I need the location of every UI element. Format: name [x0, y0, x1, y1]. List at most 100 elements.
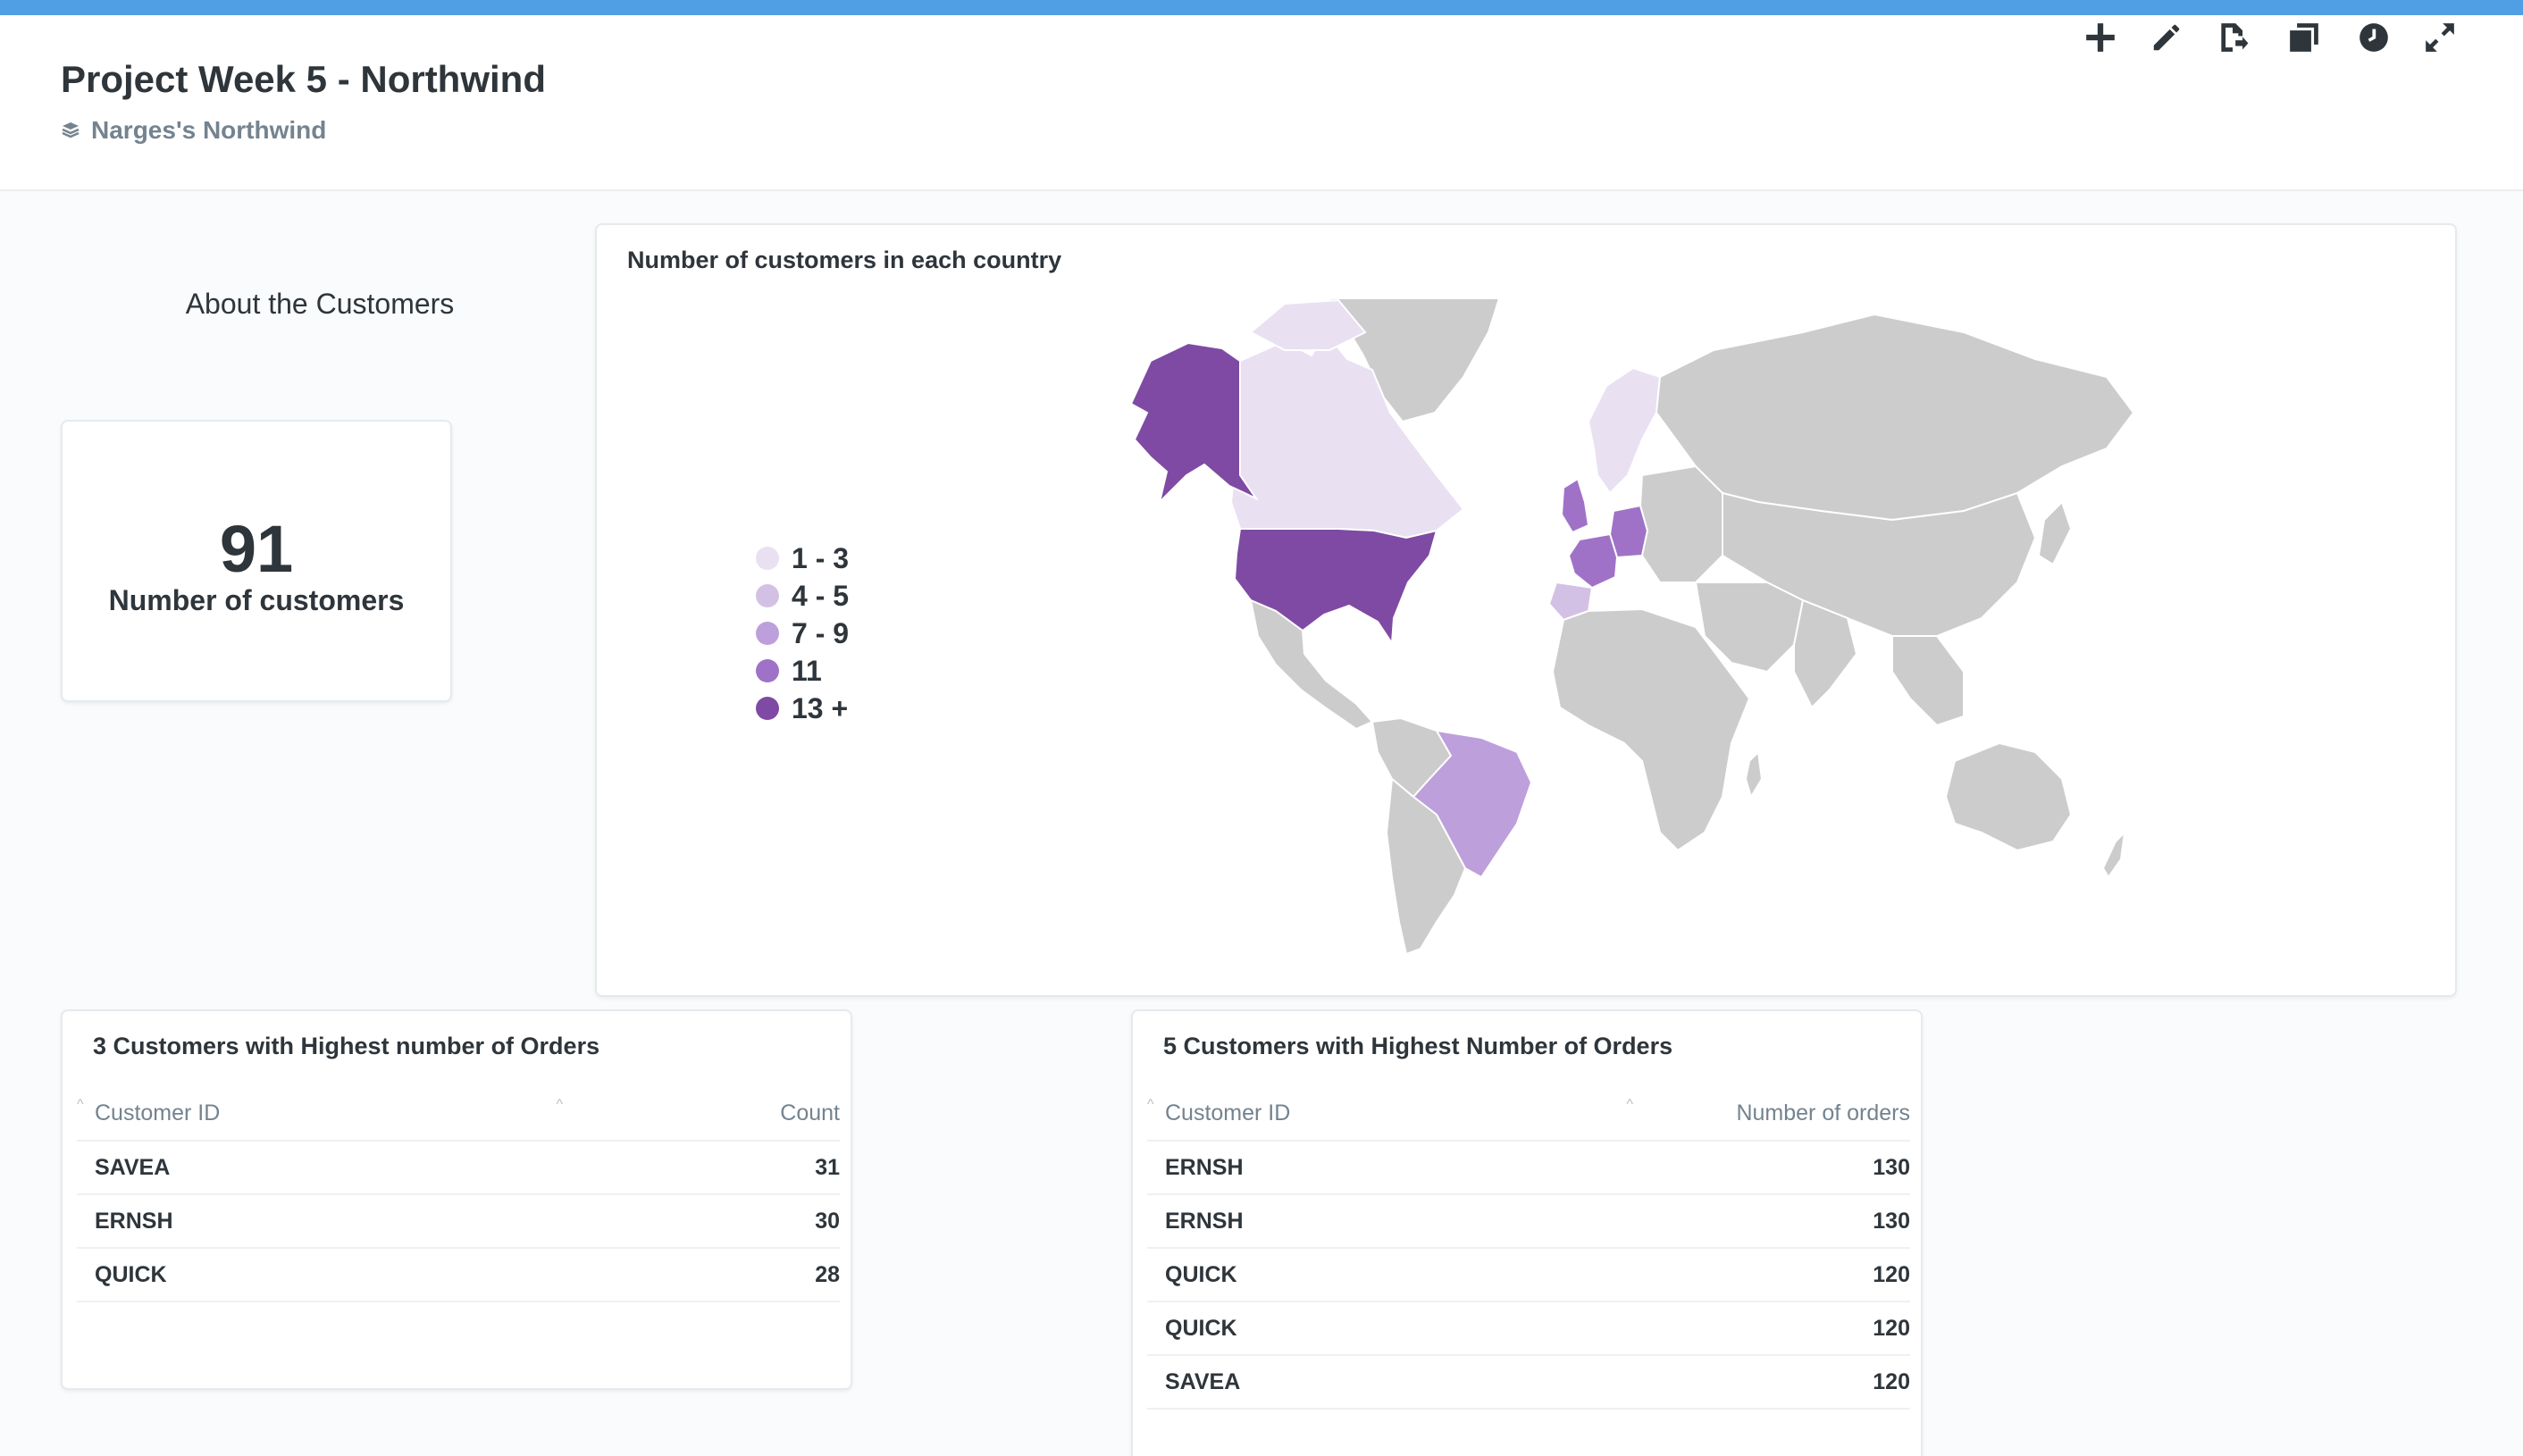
sort-caret-icon: ^ — [556, 1096, 563, 1112]
column-header-customer-id[interactable]: ^ Customer ID ^ — [1147, 1096, 1642, 1126]
cell-number-of-orders: 120 — [1873, 1368, 1910, 1394]
legend-item: 7 - 9 — [756, 615, 849, 652]
cell-count: 30 — [815, 1208, 840, 1234]
country-india[interactable] — [1793, 598, 1858, 709]
table-row[interactable]: QUICK 28 — [77, 1249, 840, 1302]
table-row[interactable]: QUICK 120 — [1147, 1249, 1910, 1302]
country-southeast-asia[interactable] — [1891, 635, 1965, 727]
cell-customer-id[interactable]: QUICK — [1165, 1261, 1237, 1287]
column-header-number-of-orders[interactable]: Number of orders — [1736, 1100, 1910, 1125]
customers-map-card[interactable]: Number of customers in each country 1 - … — [595, 223, 2457, 997]
legend-label: 13 + — [792, 691, 849, 724]
fullscreen-icon — [2426, 23, 2454, 52]
cell-customer-id[interactable]: ERNSH — [1165, 1208, 1244, 1234]
cell-count: 31 — [815, 1154, 840, 1180]
legend-item: 13 + — [756, 690, 849, 727]
number-of-customers-card[interactable]: 91 Number of customers — [61, 420, 452, 702]
sort-caret-icon: ^ — [1626, 1096, 1633, 1112]
cell-customer-id[interactable]: ERNSH — [95, 1208, 173, 1234]
country-africa[interactable] — [1551, 607, 1751, 852]
sort-caret-icon: ^ — [1147, 1096, 1154, 1112]
add-button[interactable] — [2078, 15, 2123, 60]
top5-customers-card[interactable]: 5 Customers with Highest Number of Order… — [1131, 1009, 1923, 1456]
table-row[interactable]: ERNSH 30 — [77, 1195, 840, 1249]
country-australia[interactable] — [1944, 741, 2073, 852]
legend-dot — [756, 622, 779, 645]
column-header-label: Customer ID — [1165, 1100, 1291, 1125]
cell-count: 28 — [815, 1261, 840, 1287]
legend-label: 1 - 3 — [792, 541, 850, 574]
top-accent-bar — [0, 0, 2523, 15]
share-export-icon — [2221, 23, 2249, 52]
table1-title[interactable]: 3 Customers with Highest number of Order… — [93, 1033, 600, 1059]
dashboard-header: Project Week 5 - Northwind Narges's Nort… — [0, 15, 2523, 191]
country-china-region[interactable] — [1722, 491, 2037, 637]
table-row[interactable]: ERNSH 130 — [1147, 1142, 1910, 1195]
cell-customer-id[interactable]: QUICK — [95, 1261, 167, 1287]
legend-dot — [756, 697, 779, 720]
table-row[interactable]: SAVEA 120 — [1147, 1356, 1910, 1410]
auto-refresh-button[interactable] — [2351, 15, 2396, 60]
scalar-title[interactable]: Number of customers — [108, 584, 405, 616]
country-uk[interactable] — [1560, 477, 1590, 534]
table-row[interactable]: SAVEA 31 — [77, 1142, 840, 1195]
legend-item: 11 — [756, 652, 849, 690]
table2: ^ Customer ID ^ Number of orders ERNSH 1… — [1147, 1086, 1910, 1410]
edit-pencil-icon — [2153, 24, 2180, 51]
table-row[interactable]: ERNSH 130 — [1147, 1195, 1910, 1249]
cell-number-of-orders: 130 — [1873, 1154, 1910, 1180]
legend-dot — [756, 547, 779, 570]
table2-title[interactable]: 5 Customers with Highest Number of Order… — [1163, 1033, 1673, 1059]
sort-caret-icon: ^ — [77, 1096, 84, 1112]
add-icon — [2086, 23, 2115, 52]
auto-refresh-clock-icon — [2360, 23, 2388, 52]
column-header-label: Customer ID — [95, 1100, 221, 1125]
column-header-count[interactable]: Count — [780, 1100, 840, 1125]
share-button[interactable] — [2210, 15, 2255, 60]
legend-label: 11 — [792, 654, 822, 687]
map-legend: 1 - 3 4 - 5 7 - 9 11 13 + — [756, 540, 849, 727]
column-header-customer-id[interactable]: ^ Customer ID ^ — [77, 1096, 572, 1126]
legend-label: 7 - 9 — [792, 616, 850, 649]
cell-customer-id[interactable]: QUICK — [1165, 1315, 1237, 1341]
cell-customer-id[interactable]: SAVEA — [1165, 1368, 1241, 1394]
table-header: ^ Customer ID ^ Count — [77, 1086, 840, 1142]
table1: ^ Customer ID ^ Count SAVEA 31 ERNSH 30 … — [77, 1086, 840, 1302]
country-brazil[interactable] — [1412, 729, 1533, 879]
duplicate-button[interactable] — [2282, 15, 2326, 60]
legend-item: 4 - 5 — [756, 577, 849, 615]
canada-arctic-islands[interactable] — [1249, 298, 1367, 351]
country-japan[interactable] — [2037, 500, 2073, 566]
country-russia[interactable] — [1655, 313, 2135, 522]
legend-dot — [756, 584, 779, 607]
collection-link[interactable]: Narges's Northwind — [61, 116, 326, 145]
world-map[interactable] — [1017, 297, 2151, 958]
legend-dot — [756, 659, 779, 682]
legend-item: 1 - 3 — [756, 540, 849, 577]
country-scandinavia[interactable] — [1587, 366, 1662, 495]
cell-number-of-orders: 130 — [1873, 1208, 1910, 1234]
country-middle-east[interactable] — [1694, 582, 1805, 674]
country-france[interactable] — [1567, 532, 1619, 590]
duplicate-icon — [2290, 23, 2318, 52]
collection-stack-icon — [62, 122, 80, 138]
table-row[interactable]: QUICK 120 — [1147, 1302, 1910, 1356]
about-customers-text: About the Customers — [185, 288, 455, 320]
cell-number-of-orders: 120 — [1873, 1261, 1910, 1287]
cell-customer-id[interactable]: SAVEA — [95, 1154, 171, 1180]
scalar-value: 91 — [219, 512, 294, 586]
country-alaska-usa[interactable] — [1129, 341, 1259, 506]
top3-customers-card[interactable]: 3 Customers with Highest number of Order… — [61, 1009, 852, 1390]
dashboard-title: Project Week 5 - Northwind — [61, 58, 546, 100]
collection-name: Narges's Northwind — [91, 116, 327, 144]
legend-label: 4 - 5 — [792, 579, 850, 612]
country-eastern-europe[interactable] — [1639, 464, 1723, 583]
table-header: ^ Customer ID ^ Number of orders — [1147, 1086, 1910, 1142]
cell-customer-id[interactable]: ERNSH — [1165, 1154, 1244, 1180]
map-card-title[interactable]: Number of customers in each country — [627, 247, 1062, 273]
country-madagascar[interactable] — [1744, 749, 1764, 799]
fullscreen-button[interactable] — [2418, 15, 2462, 60]
edit-button[interactable] — [2144, 15, 2189, 60]
country-argentina-chile[interactable] — [1385, 777, 1467, 956]
country-new-zealand[interactable] — [2101, 830, 2126, 879]
